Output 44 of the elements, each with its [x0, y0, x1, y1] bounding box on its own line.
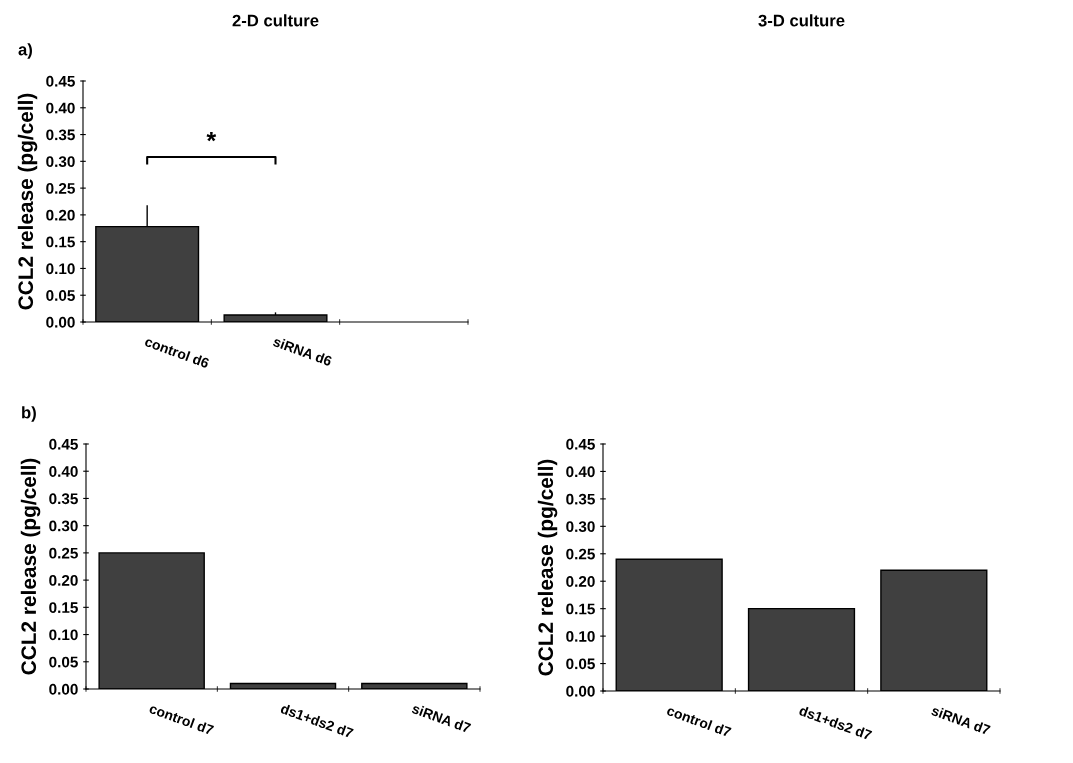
- y-tick-label: 0.25: [46, 182, 75, 194]
- y-tick-label: 0.00: [566, 685, 595, 697]
- y-axis-title: CCL2 release (pg/cell): [537, 459, 558, 676]
- y-tick-label: 0.20: [49, 574, 78, 586]
- chart-title: 3-D culture: [758, 14, 845, 27]
- y-tick-label: 0.45: [46, 75, 75, 87]
- y-tick-label: 0.30: [566, 521, 595, 533]
- y-tick-label: 0.25: [49, 547, 78, 559]
- y-axis-title: CCL2 release (pg/cell): [20, 458, 41, 675]
- y-tick-label: 0.40: [566, 466, 595, 478]
- x-tick-label: control d7: [666, 705, 732, 738]
- y-tick-label: 0.25: [566, 548, 595, 560]
- y-tick-label: 0.15: [566, 603, 595, 615]
- y-tick-label: 0.00: [46, 316, 75, 328]
- y-tick-label: 0.20: [566, 576, 595, 587]
- y-tick-label: 0.35: [46, 129, 75, 141]
- y-tick-label: 0.15: [46, 236, 75, 248]
- y-tick-label: 0.05: [46, 290, 75, 301]
- x-tick-label: control d6: [144, 336, 210, 369]
- y-tick-label: 0.10: [49, 629, 78, 641]
- y-tick-label: 0.35: [49, 493, 78, 505]
- text: a): [18, 43, 32, 59]
- text: b): [22, 406, 36, 422]
- y-tick-label: 0.10: [566, 630, 595, 642]
- y-axis-title: CCL2 release (pg/cell): [17, 93, 38, 310]
- y-tick-label: 0.20: [46, 209, 75, 221]
- y-tick-label: 0.45: [566, 438, 595, 450]
- y-tick-label: 0.05: [566, 658, 595, 670]
- y-tick-label: 0.10: [46, 263, 75, 275]
- annotation: *: [206, 131, 217, 142]
- y-tick-label: 0.05: [49, 656, 78, 668]
- x-tick-label: siRNA d6: [272, 336, 333, 367]
- y-tick-label: 0.40: [49, 466, 78, 477]
- y-tick-label: 0.15: [49, 602, 78, 614]
- x-tick-label: siRNA d7: [930, 705, 991, 736]
- y-tick-label: 0.35: [566, 493, 595, 505]
- y-tick-label: 0.45: [49, 438, 78, 450]
- y-tick-label: 0.30: [49, 520, 78, 532]
- x-tick-label: siRNA d7: [411, 703, 472, 734]
- y-tick-label: 0.40: [46, 102, 75, 114]
- chart-title: 2-D culture: [232, 14, 319, 27]
- x-tick-label: control d7: [148, 703, 215, 736]
- y-tick-label: 0.30: [46, 156, 75, 168]
- y-tick-label: 0.00: [49, 683, 78, 695]
